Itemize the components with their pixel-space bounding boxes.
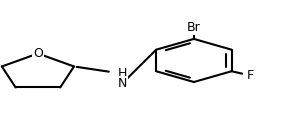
Text: F: F bbox=[246, 69, 253, 82]
Text: N: N bbox=[117, 77, 127, 90]
Text: O: O bbox=[33, 47, 43, 60]
Text: H: H bbox=[117, 67, 127, 80]
Text: Br: Br bbox=[187, 21, 201, 34]
